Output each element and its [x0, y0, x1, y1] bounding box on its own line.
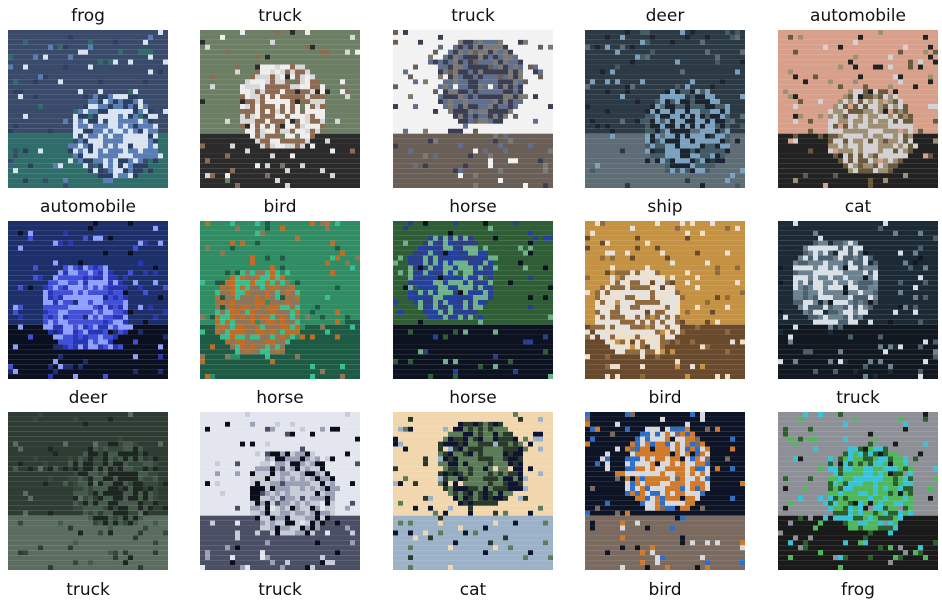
- tile-label: frog: [841, 580, 875, 600]
- pixelated-photo: [585, 221, 745, 379]
- tile-image: [585, 30, 745, 188]
- tile-image: [200, 30, 360, 188]
- pixelated-photo: [778, 30, 938, 188]
- tile-image: [200, 221, 360, 379]
- pixelated-photo: [200, 221, 360, 379]
- pixelated-photo: [585, 30, 745, 188]
- tile-label: deer: [68, 388, 108, 408]
- tile-image: [778, 221, 938, 379]
- pixelated-photo: [200, 412, 360, 570]
- tile-label: truck: [66, 580, 110, 600]
- tile-label: bird: [648, 580, 682, 600]
- pixelated-photo: [200, 30, 360, 188]
- tile-image: [393, 412, 553, 570]
- tile-label: automobile: [810, 6, 906, 26]
- pixelated-photo: [393, 30, 553, 188]
- tile-image: [8, 221, 168, 379]
- pixelated-photo: [8, 30, 168, 188]
- pixelated-photo: [8, 412, 168, 570]
- tile-image: [8, 412, 168, 570]
- tile-label: horse: [449, 388, 497, 408]
- tile-label: automobile: [40, 197, 136, 217]
- pixelated-photo: [393, 412, 553, 570]
- tile-label: cat: [459, 580, 487, 600]
- tile-label: bird: [648, 388, 682, 408]
- tile-image: [393, 221, 553, 379]
- tile-label: bird: [263, 197, 297, 217]
- pixelated-photo: [8, 221, 168, 379]
- tile-image: [585, 221, 745, 379]
- tile-label: deer: [645, 6, 685, 26]
- tile-label: horse: [256, 388, 304, 408]
- pixelated-photo: [778, 412, 938, 570]
- tile-label: truck: [258, 6, 302, 26]
- tile-label: cat: [844, 197, 872, 217]
- tile-image: [393, 30, 553, 188]
- tile-label: horse: [449, 197, 497, 217]
- tile-label: frog: [71, 6, 105, 26]
- tile-label: truck: [258, 580, 302, 600]
- pixelated-photo: [778, 221, 938, 379]
- tile-image: [8, 30, 168, 188]
- tile-label: ship: [647, 197, 683, 217]
- tile-label: truck: [836, 388, 880, 408]
- tile-image: [585, 412, 745, 570]
- tile-label: truck: [451, 6, 495, 26]
- pixelated-photo: [585, 412, 745, 570]
- pixelated-photo: [393, 221, 553, 379]
- tile-image: [778, 30, 938, 188]
- tile-image: [200, 412, 360, 570]
- tile-image: [778, 412, 938, 570]
